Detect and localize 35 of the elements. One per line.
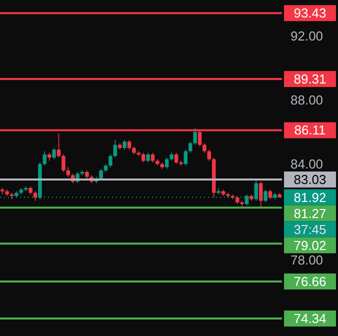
candlestick <box>62 154 66 172</box>
candlestick <box>184 149 188 166</box>
candlestick <box>150 152 155 163</box>
ref-line-label: 89.31 <box>294 72 326 87</box>
candlestick <box>122 140 126 150</box>
candlestick <box>113 140 118 158</box>
candlestick <box>146 152 150 163</box>
candlestick <box>188 141 192 154</box>
candlestick <box>127 140 132 150</box>
ref-line-label: 81.92 <box>294 190 326 205</box>
text: 37:45 <box>294 222 326 237</box>
candlestick <box>108 154 112 168</box>
y-tick-label: 78.00 <box>290 252 324 268</box>
candlestick <box>207 149 212 162</box>
candlestick <box>174 152 178 164</box>
ref-line-label: 74.34 <box>294 311 326 326</box>
candlestick <box>193 128 197 146</box>
ref-line-label: 83.03 <box>294 172 326 188</box>
candlestick <box>52 148 56 160</box>
ref-line-label: 79.02 <box>294 238 326 253</box>
ref-line-label: 76.66 <box>294 274 326 289</box>
candlestick <box>164 157 169 170</box>
candlestick <box>202 142 206 154</box>
candlestick <box>268 189 272 200</box>
candlestick <box>216 188 220 195</box>
candlestick <box>56 133 61 158</box>
ref-line-label: 86.11 <box>294 122 326 138</box>
y-tick-label: 84.00 <box>290 156 324 172</box>
y-tick-label: 92.00 <box>290 28 324 44</box>
candlestick <box>42 150 47 166</box>
y-tick-label: 88.00 <box>290 92 324 108</box>
candlestick <box>258 181 263 208</box>
candlestick <box>141 152 146 163</box>
ref-line-label: 81.27 <box>294 206 326 221</box>
ref-line-label: 93.43 <box>294 6 326 21</box>
